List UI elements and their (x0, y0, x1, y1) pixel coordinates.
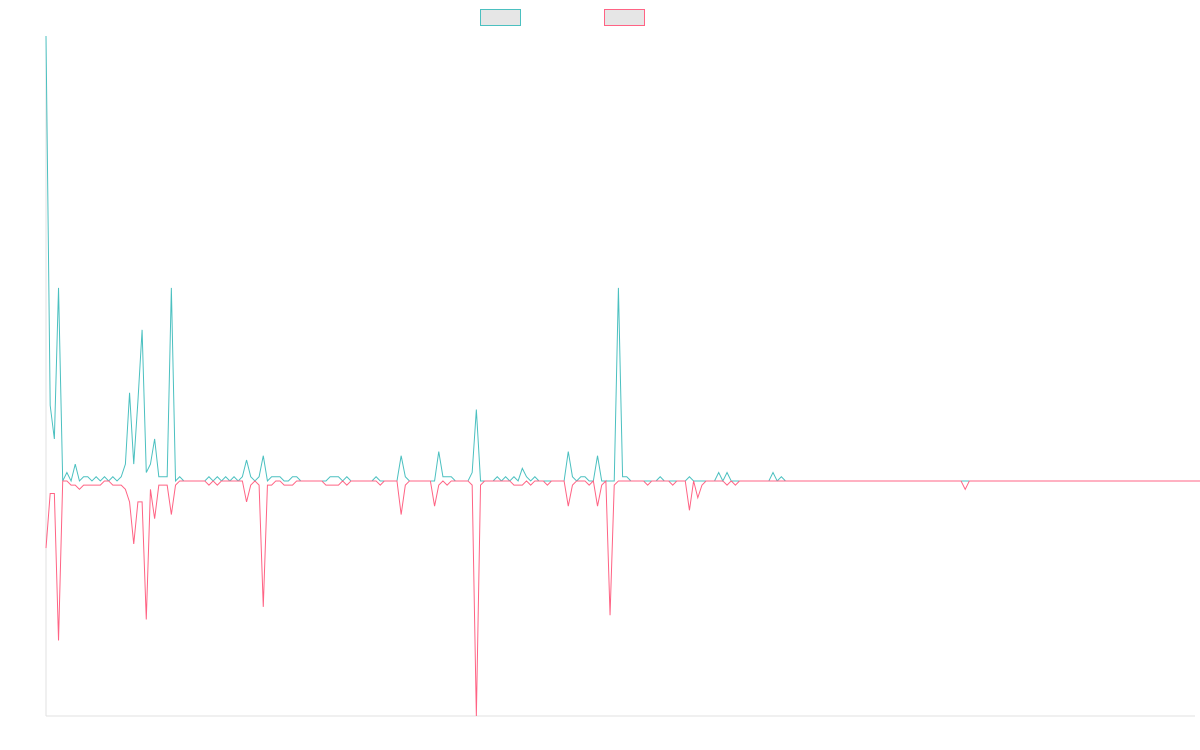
legend-swatch-1[interactable] (480, 9, 521, 26)
series-line-1 (45, 35, 1200, 483)
axes (45, 36, 1195, 717)
legend[interactable] (480, 9, 645, 26)
legend-swatch-2[interactable] (604, 9, 645, 26)
series-lines (45, 35, 1200, 717)
series-line-2 (45, 479, 1200, 717)
